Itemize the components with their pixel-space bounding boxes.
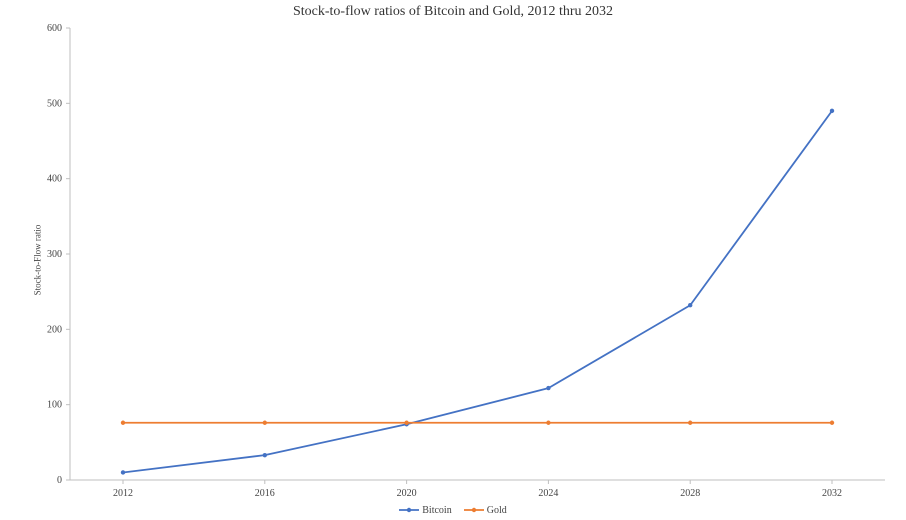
x-tick-label: 2016 <box>255 488 275 499</box>
x-tick-label: 2020 <box>397 488 417 499</box>
series-marker-gold <box>121 421 125 425</box>
series-marker-bitcoin <box>263 453 267 457</box>
x-tick-label: 2028 <box>680 488 700 499</box>
legend: Bitcoin Gold <box>0 505 906 519</box>
legend-swatch-icon <box>399 505 419 515</box>
y-tick-label: 300 <box>47 249 62 260</box>
legend-item-gold: Gold <box>464 505 507 516</box>
series-line-bitcoin <box>123 111 832 473</box>
legend-item-bitcoin: Bitcoin <box>399 505 451 516</box>
series-marker-bitcoin <box>546 386 550 390</box>
x-tick-label: 2024 <box>538 488 558 499</box>
y-tick-label: 100 <box>47 400 62 411</box>
series-marker-gold <box>688 421 692 425</box>
plot-area: 0 100 200 300 400 500 600 2012 2016 2020 2024 2028 2… <box>0 0 906 520</box>
x-tick-label: 2032 <box>822 488 842 499</box>
series-marker-gold <box>404 421 408 425</box>
legend-label: Gold <box>487 505 507 516</box>
series-marker-bitcoin <box>688 303 692 307</box>
y-tick-label: 400 <box>47 174 62 185</box>
series-marker-bitcoin <box>121 470 125 474</box>
series-marker-gold <box>263 421 267 425</box>
series-marker-gold <box>546 421 550 425</box>
stock-to-flow-chart: Stock-to-flow ratios of Bitcoin and Gold… <box>0 0 906 520</box>
legend-swatch-icon <box>464 505 484 515</box>
y-tick-label: 0 <box>57 475 62 486</box>
y-tick-label: 500 <box>47 98 62 109</box>
y-tick-label: 200 <box>47 324 62 335</box>
legend-label: Bitcoin <box>422 505 451 516</box>
x-tick-label: 2012 <box>113 488 133 499</box>
y-tick-label: 600 <box>47 23 62 34</box>
series-marker-bitcoin <box>830 109 834 113</box>
series-marker-gold <box>830 421 834 425</box>
